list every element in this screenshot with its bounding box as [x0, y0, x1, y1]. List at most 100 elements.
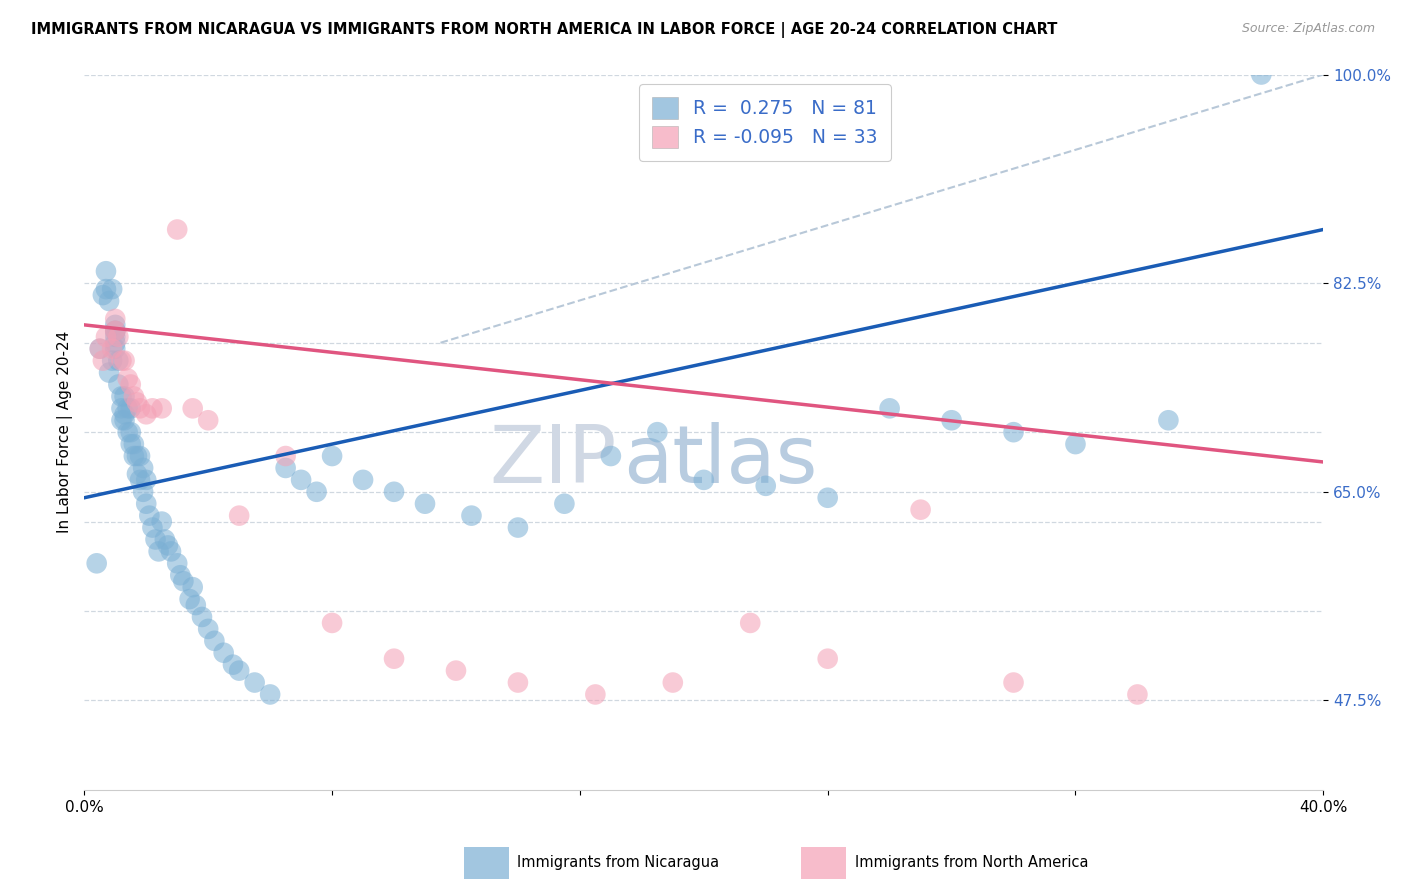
- Point: [259, 688, 281, 702]
- Point: [740, 615, 762, 630]
- Text: atlas: atlas: [623, 422, 818, 500]
- Point: [141, 401, 163, 416]
- Point: [693, 473, 716, 487]
- Point: [305, 484, 328, 499]
- Point: [444, 664, 467, 678]
- Point: [104, 342, 127, 356]
- Point: [122, 389, 145, 403]
- Point: [120, 437, 142, 451]
- Point: [91, 353, 114, 368]
- Point: [114, 407, 136, 421]
- Point: [104, 330, 127, 344]
- Point: [647, 425, 669, 440]
- Point: [104, 335, 127, 350]
- Point: [135, 473, 157, 487]
- Point: [817, 491, 839, 505]
- Point: [191, 610, 214, 624]
- Point: [506, 520, 529, 534]
- Point: [153, 533, 176, 547]
- Point: [129, 449, 152, 463]
- Point: [129, 473, 152, 487]
- Point: [101, 282, 124, 296]
- Point: [181, 580, 204, 594]
- Point: [166, 222, 188, 236]
- Point: [104, 318, 127, 332]
- Text: Source: ZipAtlas.com: Source: ZipAtlas.com: [1241, 22, 1375, 36]
- Point: [98, 366, 121, 380]
- Point: [172, 574, 194, 589]
- Point: [107, 330, 129, 344]
- Point: [274, 449, 297, 463]
- Point: [89, 342, 111, 356]
- Point: [413, 497, 436, 511]
- Legend: R =  0.275   N = 81, R = -0.095   N = 33: R = 0.275 N = 81, R = -0.095 N = 33: [638, 84, 891, 161]
- Point: [114, 389, 136, 403]
- Point: [755, 479, 778, 493]
- Point: [202, 633, 225, 648]
- Point: [150, 515, 173, 529]
- Point: [107, 353, 129, 368]
- Point: [1002, 675, 1025, 690]
- Point: [101, 353, 124, 368]
- Point: [166, 557, 188, 571]
- Point: [110, 401, 132, 416]
- Point: [101, 342, 124, 356]
- Point: [114, 413, 136, 427]
- Point: [98, 293, 121, 308]
- Point: [104, 324, 127, 338]
- Point: [94, 264, 117, 278]
- Point: [1064, 437, 1087, 451]
- Text: ZIP: ZIP: [489, 422, 617, 500]
- Point: [212, 646, 235, 660]
- Point: [117, 401, 139, 416]
- Point: [117, 425, 139, 440]
- Point: [506, 675, 529, 690]
- Point: [817, 651, 839, 665]
- Point: [181, 401, 204, 416]
- Point: [160, 544, 183, 558]
- Point: [125, 449, 148, 463]
- Point: [94, 330, 117, 344]
- Point: [114, 353, 136, 368]
- Point: [110, 353, 132, 368]
- Point: [879, 401, 901, 416]
- Point: [110, 413, 132, 427]
- Point: [107, 377, 129, 392]
- Point: [662, 675, 685, 690]
- Point: [117, 371, 139, 385]
- Text: Immigrants from North America: Immigrants from North America: [855, 855, 1088, 870]
- Point: [135, 407, 157, 421]
- Point: [135, 497, 157, 511]
- Point: [132, 461, 155, 475]
- Point: [274, 461, 297, 475]
- Point: [148, 544, 170, 558]
- Point: [1126, 688, 1149, 702]
- Point: [1250, 68, 1272, 82]
- Point: [228, 508, 250, 523]
- Y-axis label: In Labor Force | Age 20-24: In Labor Force | Age 20-24: [58, 331, 73, 533]
- Text: Immigrants from Nicaragua: Immigrants from Nicaragua: [517, 855, 720, 870]
- Text: IMMIGRANTS FROM NICARAGUA VS IMMIGRANTS FROM NORTH AMERICA IN LABOR FORCE | AGE : IMMIGRANTS FROM NICARAGUA VS IMMIGRANTS …: [31, 22, 1057, 38]
- Point: [125, 467, 148, 481]
- Point: [352, 473, 374, 487]
- Point: [122, 437, 145, 451]
- Point: [120, 425, 142, 440]
- Point: [321, 449, 343, 463]
- Point: [129, 401, 152, 416]
- Point: [583, 688, 606, 702]
- Point: [138, 508, 160, 523]
- Point: [120, 401, 142, 416]
- Point: [460, 508, 482, 523]
- Point: [197, 622, 219, 636]
- Point: [141, 520, 163, 534]
- Point: [179, 592, 201, 607]
- Point: [122, 449, 145, 463]
- Point: [290, 473, 312, 487]
- Point: [110, 389, 132, 403]
- Point: [321, 615, 343, 630]
- Point: [150, 401, 173, 416]
- Point: [1002, 425, 1025, 440]
- Point: [184, 598, 207, 612]
- Point: [91, 288, 114, 302]
- Point: [599, 449, 621, 463]
